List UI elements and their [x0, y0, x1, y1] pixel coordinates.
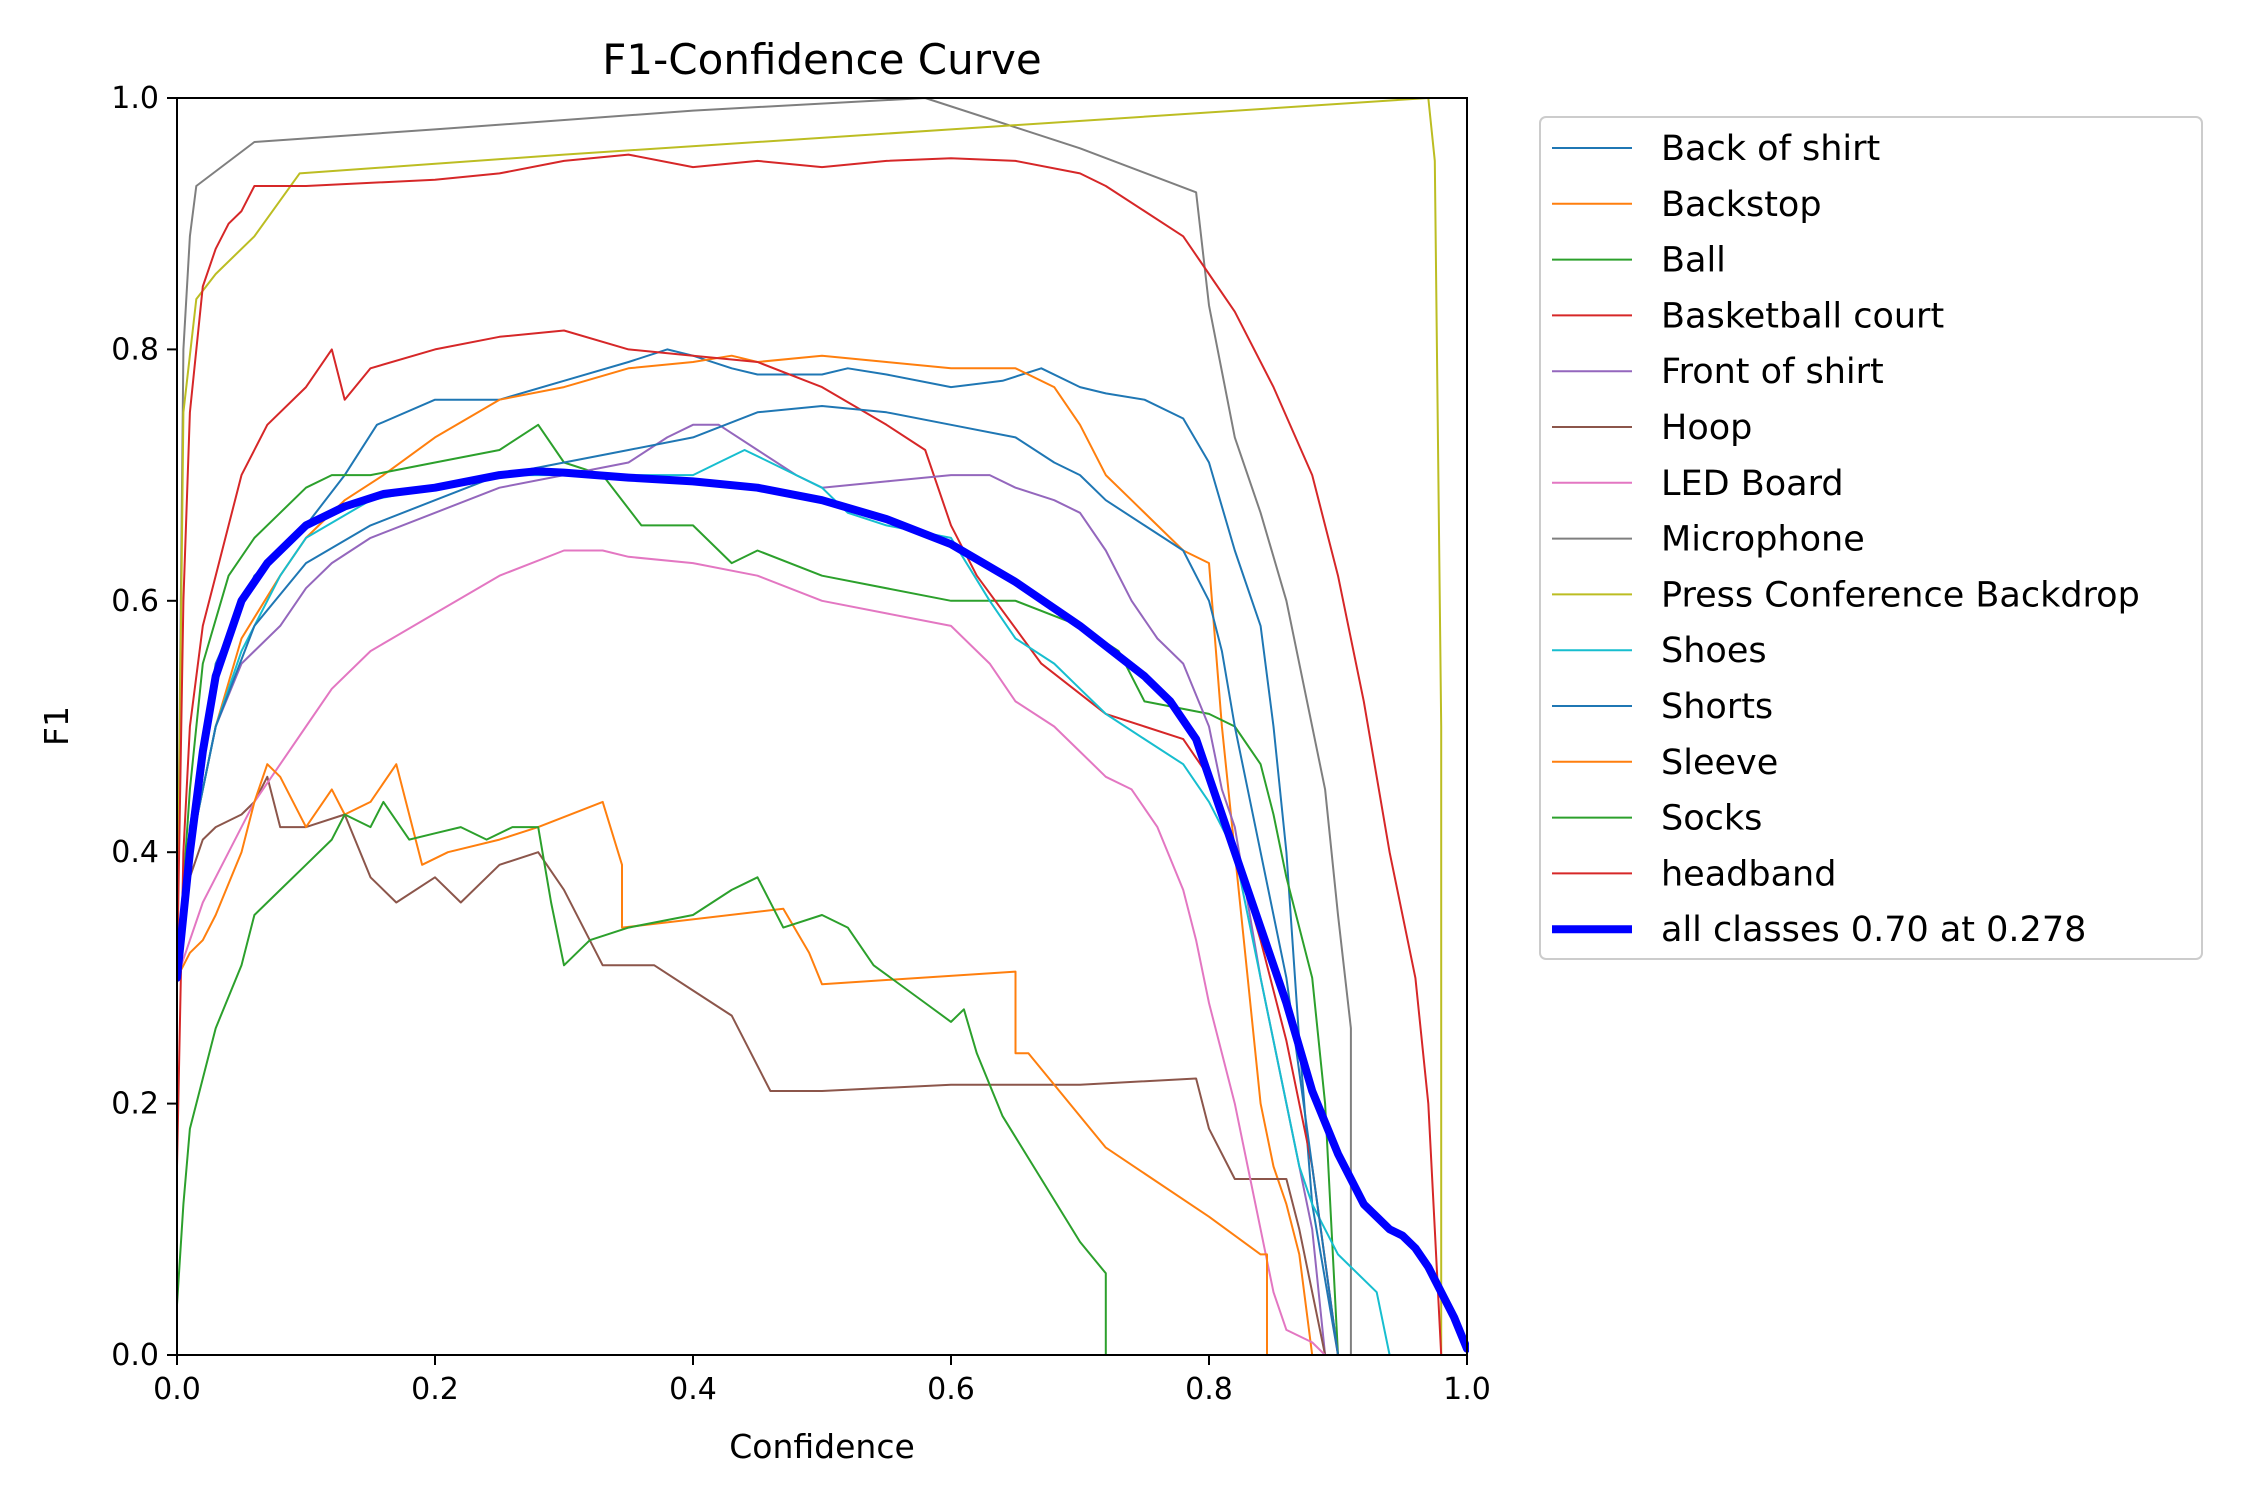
legend-label: Sleeve [1661, 743, 1778, 783]
legend-label: Microphone [1661, 520, 1865, 560]
series-line-14 [177, 467, 1469, 1353]
series-line-3 [177, 329, 1339, 1356]
legend-label: Socks [1661, 799, 1762, 839]
series-line-12 [177, 800, 1107, 1356]
series-line-5 [177, 775, 1327, 1356]
y-tick-label: 0.2 [111, 1087, 159, 1122]
y-tick-label: 0.6 [111, 584, 159, 619]
series-line-13 [177, 153, 1443, 1356]
y-axis: 0.0 0.2 0.4 0.6 0.8 1.0 [111, 81, 177, 1373]
series-line-6 [177, 549, 1327, 1356]
legend-label: Backstop [1661, 185, 1822, 225]
y-tick-label: 1.0 [111, 81, 159, 116]
x-tick-label: 1.0 [1443, 1372, 1491, 1407]
y-axis-title: F1 [37, 706, 76, 746]
series-line-2 [177, 423, 1339, 1356]
legend-label: Press Conference Backdrop [1661, 575, 2140, 615]
x-axis: 0.0 0.2 0.4 0.6 0.8 1.0 [153, 1355, 1491, 1407]
legend-label: Shorts [1661, 687, 1773, 727]
legend: Back of shirt Backstop Ball Basketball cour… [1539, 116, 2203, 960]
chart-title: F1-Confidence Curve [602, 35, 1041, 84]
x-axis-title: Confidence [729, 1427, 915, 1466]
legend-box [1539, 116, 2203, 960]
legend-label: Basketball court [1661, 296, 1944, 336]
x-tick-label: 0.2 [411, 1372, 459, 1407]
legend-label: Back of shirt [1661, 129, 1880, 169]
legend-label: all classes 0.70 at 0.278 [1661, 910, 2086, 950]
x-tick-label: 0.4 [669, 1372, 717, 1407]
legend-label: Ball [1661, 241, 1726, 281]
legend-label: LED Board [1661, 464, 1844, 504]
plot-frame [176, 97, 1468, 1356]
legend-label: Hoop [1661, 408, 1752, 448]
y-tick-label: 0.8 [111, 332, 159, 367]
legend-label: Shoes [1661, 631, 1767, 671]
x-tick-label: 0.8 [1185, 1372, 1233, 1407]
legend-label: Front of shirt [1661, 352, 1884, 392]
series-line-11 [177, 763, 1268, 1356]
y-tick-label: 0.4 [111, 835, 159, 870]
x-tick-label: 0.6 [927, 1372, 975, 1407]
x-tick-label: 0.0 [153, 1372, 201, 1407]
series-line-0 [177, 348, 1339, 1356]
y-tick-label: 0.0 [111, 1338, 159, 1373]
series-line-10 [177, 405, 1339, 1356]
legend-label: headband [1661, 854, 1836, 894]
series-layer [177, 97, 1469, 1356]
series-line-8 [177, 97, 1443, 1356]
series-line-7 [177, 97, 1352, 1356]
